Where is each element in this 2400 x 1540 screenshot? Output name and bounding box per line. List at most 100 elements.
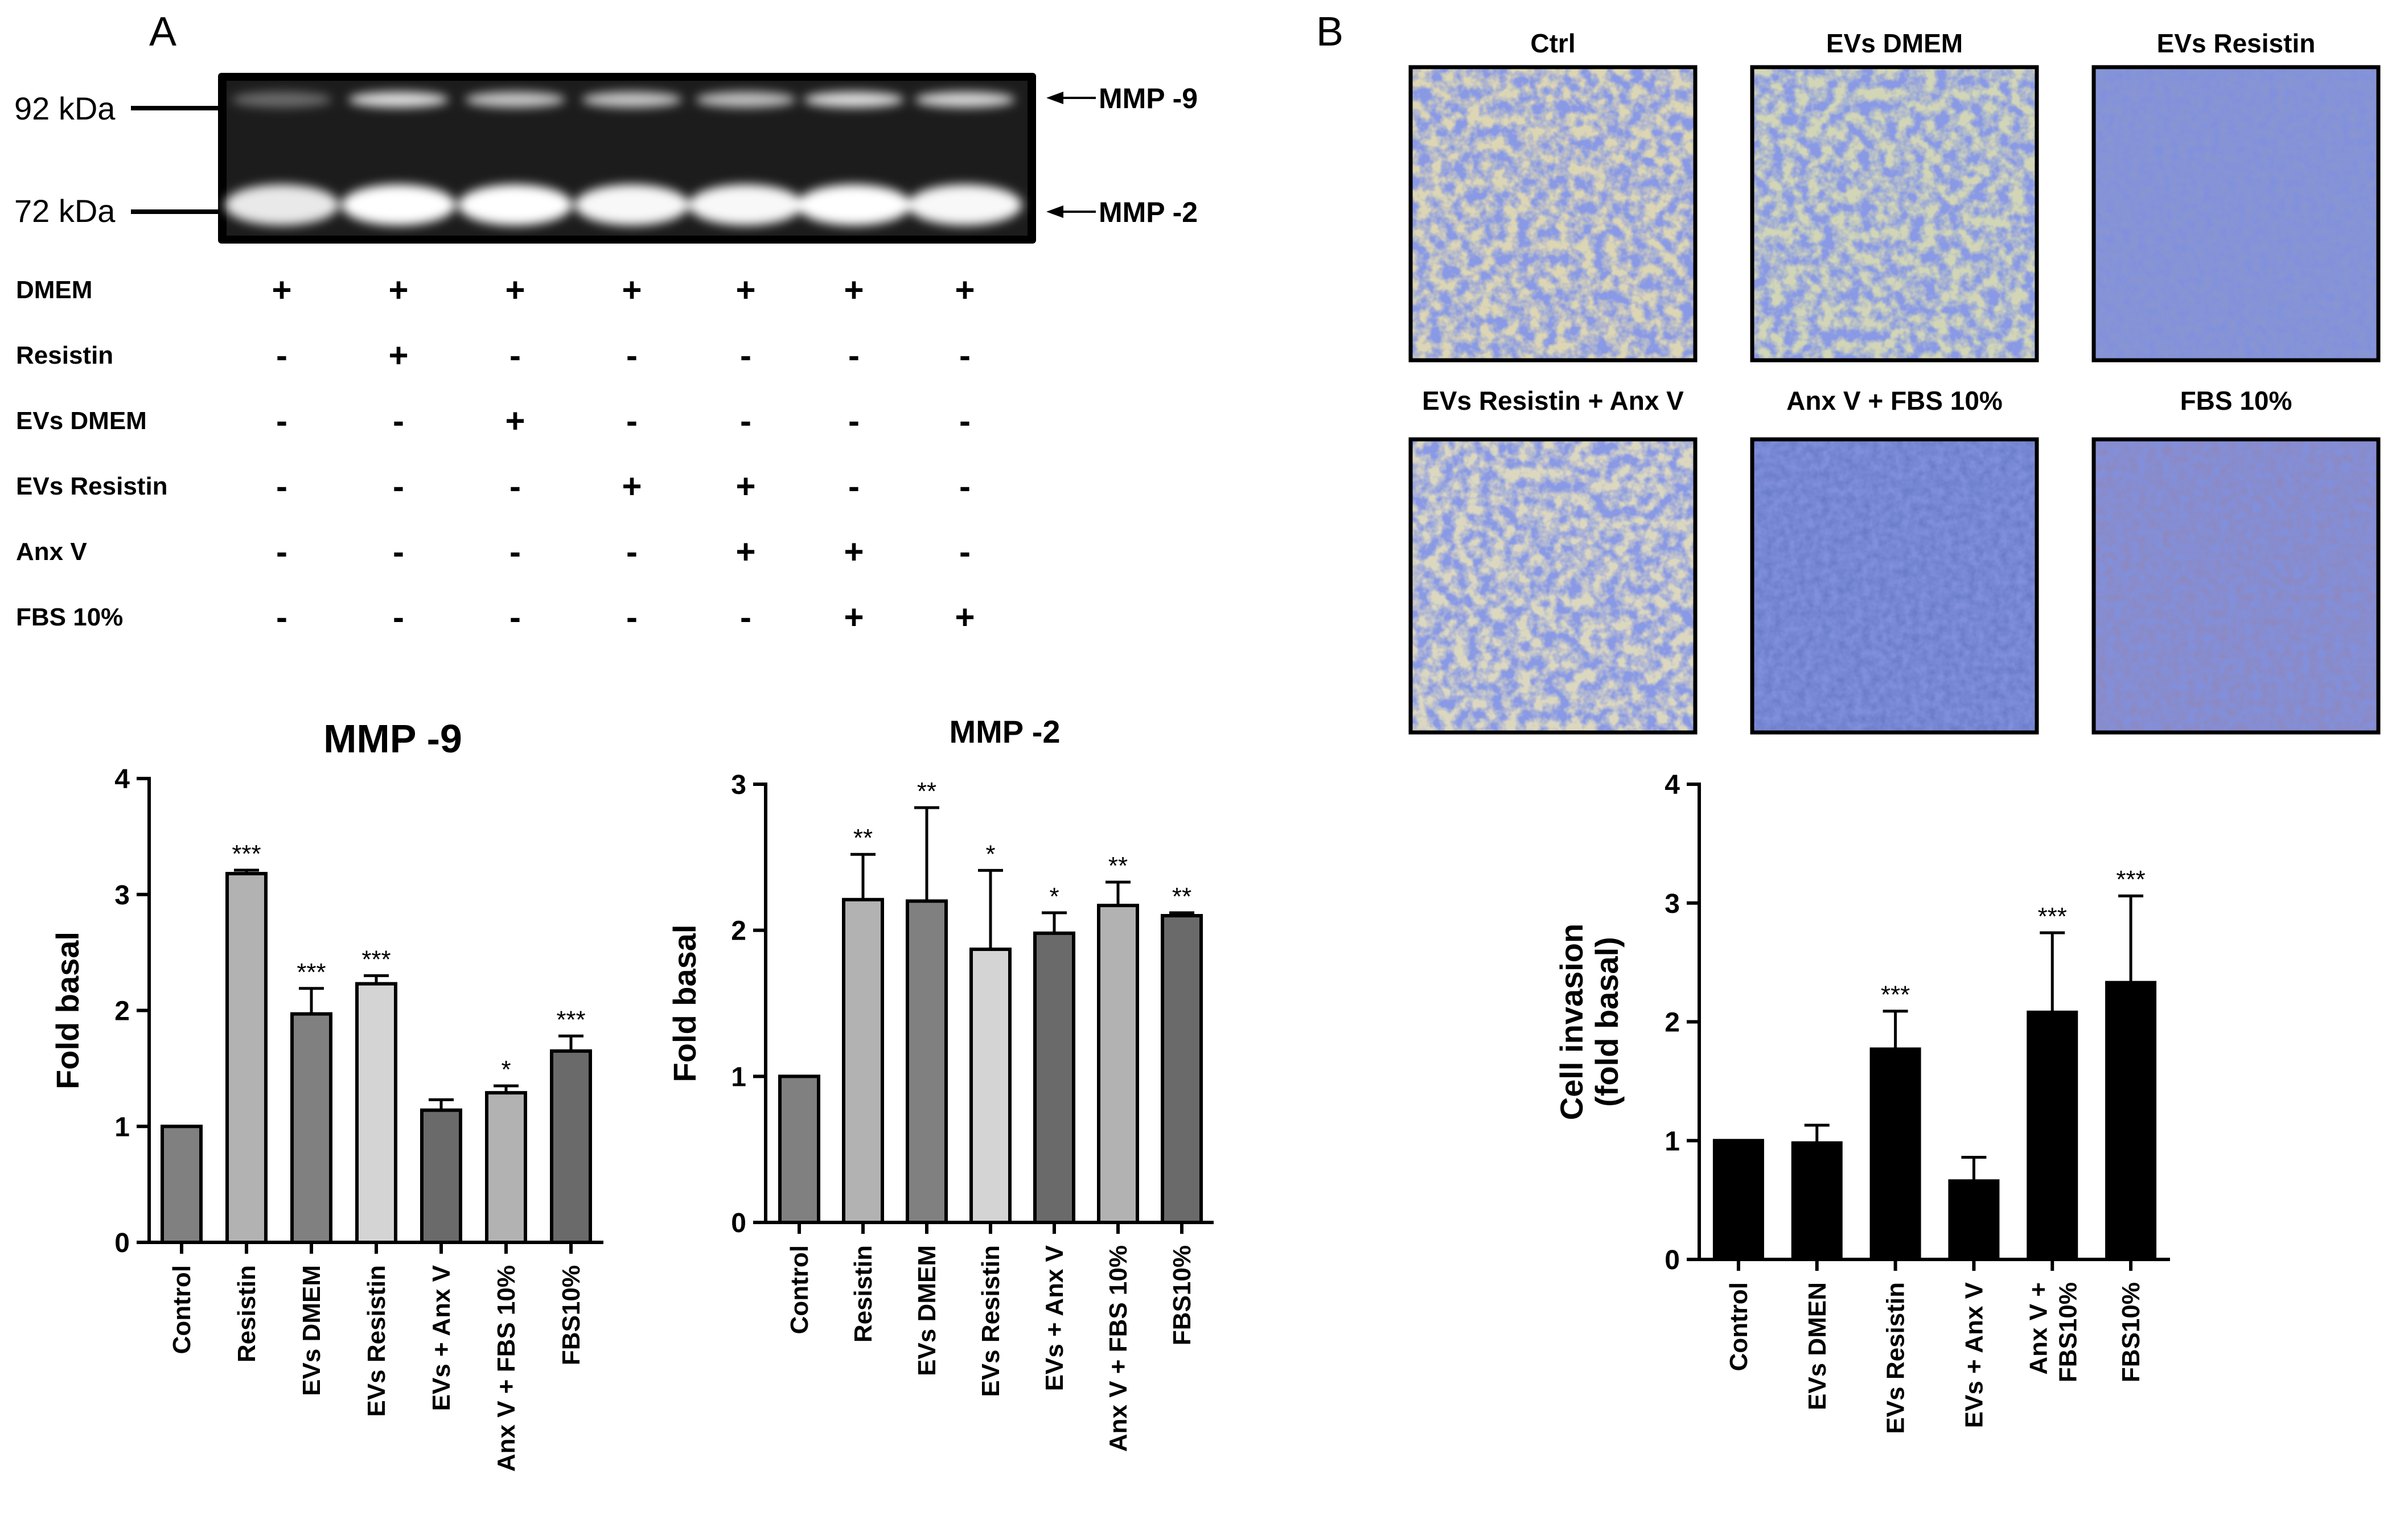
treatment-sign: - (276, 598, 287, 636)
y-tick-label: 0 (731, 1208, 746, 1238)
micrograph-image (1408, 437, 1698, 735)
y-tick-label: 1 (114, 1112, 130, 1142)
y-tick-label: 0 (114, 1228, 130, 1258)
micrograph-stain (1411, 439, 1695, 732)
category-label: EVs DMEM (298, 1265, 326, 1396)
micrograph-grid: Ctrl EVs DMEM EVs Resistin EVs Resistin + A… (1408, 28, 2381, 735)
significance-label: * (1049, 883, 1059, 911)
category-label-line: EVs DMEM (913, 1245, 941, 1376)
treatment-sign: - (959, 533, 971, 571)
bar (778, 1074, 820, 1225)
significance-label: *** (361, 945, 391, 973)
micrograph-image (2091, 437, 2381, 735)
category-label: FBS10% (2117, 1282, 2145, 1382)
y-axis-title-line: Fold basal (667, 925, 702, 1082)
category-label-line: EVs DMEN (1803, 1282, 1831, 1410)
category-label-line: FBS10% (557, 1265, 585, 1365)
gel-band-mmp9 (696, 92, 796, 108)
gel-band-mmp2 (908, 184, 1022, 225)
y-tick-label: 0 (1665, 1245, 1680, 1275)
category-label-line: FBS10% (2054, 1282, 2082, 1382)
gel-band-mmp9 (232, 92, 332, 108)
category-label: FBS10% (557, 1265, 585, 1365)
treatment-sign: - (509, 598, 521, 636)
micrograph-label: EVs Resistin (2157, 28, 2316, 58)
micrograph-image (1750, 65, 2039, 363)
marker-92-label: 92 kDa (14, 90, 116, 126)
bar (161, 1125, 203, 1244)
y-tick-label: 2 (731, 916, 746, 946)
treatment-sign: - (959, 402, 971, 440)
treatment-sign: + (735, 533, 755, 571)
micrograph-label: EVs Resistin + Anx V (1422, 386, 1684, 415)
treatment-sign: - (626, 402, 638, 440)
category-label: Control (168, 1265, 196, 1354)
gel-band-mmp2 (225, 184, 339, 225)
category-label-line: EVs + Anx V (428, 1265, 455, 1411)
treatment-sign: + (505, 402, 525, 440)
significance-label: ** (1108, 852, 1128, 880)
category-label-line: Anx V + FBS 10% (1104, 1245, 1132, 1452)
category-label-line: EVs + Anx V (1960, 1282, 1988, 1428)
treatment-sign: - (276, 467, 287, 505)
y-tick-label: 4 (1665, 770, 1680, 800)
y-tick-label: 3 (731, 770, 746, 800)
micrograph-image (2091, 65, 2381, 363)
gel-band-mmp9 (582, 92, 682, 108)
gel-band-mmp9 (348, 92, 449, 108)
y-tick-label: 1 (731, 1062, 746, 1092)
treatment-sign: - (740, 336, 751, 374)
significance-label: * (501, 1056, 511, 1084)
micrograph-stain (1752, 67, 2037, 360)
treatment-sign: + (272, 271, 291, 309)
treatment-sign: - (740, 402, 751, 440)
y-tick-label: 3 (1665, 889, 1680, 919)
significance-label: *** (2038, 903, 2067, 930)
bar (550, 1049, 592, 1244)
category-label: EVs + Anx V (1960, 1282, 1988, 1428)
mmp2-arrow-head (1046, 205, 1063, 218)
treatment-sign: + (844, 271, 864, 309)
bar (1161, 914, 1203, 1224)
bar (485, 1091, 527, 1244)
gel-band-mmp2 (458, 184, 572, 225)
treatment-sign: - (276, 336, 287, 374)
y-axis-title-line: (fold basal) (1589, 937, 1625, 1107)
micrograph-stain (1411, 67, 1695, 360)
treatment-sign: + (622, 271, 642, 309)
micrograph-label: Anx V + FBS 10% (1786, 386, 2003, 415)
y-axis-title-line: Cell invasion (1554, 924, 1589, 1120)
treatment-sign: - (509, 467, 521, 505)
treatment-sign: + (622, 467, 642, 505)
treatment-sign: - (848, 467, 860, 505)
bar (225, 872, 268, 1244)
treatment-sign: + (735, 467, 755, 505)
micrograph-image (1750, 437, 2039, 735)
chart-invasion: Cell invasion(fold basal) 0 1 2 3 4 Control EVs… (1554, 770, 2170, 1434)
bar (1948, 1179, 2000, 1262)
bar (906, 899, 948, 1225)
micrograph-frame (1750, 65, 2039, 363)
category-label-line: Anx V + FBS 10% (492, 1265, 520, 1472)
gel-band-mmp2 (342, 184, 455, 225)
treatment-row-label: EVs DMEM (16, 407, 147, 435)
category-label-line: Control (786, 1245, 813, 1334)
micrograph-label: FBS 10% (2180, 386, 2292, 415)
gel-band-mmp2 (797, 184, 911, 225)
treatment-sign: - (393, 467, 404, 505)
chart-title: MMP -2 (950, 714, 1061, 750)
significance-label: ** (853, 824, 873, 852)
category-label-line: EVs Resistin (363, 1265, 391, 1417)
category-label: EVs + Anx V (1041, 1245, 1069, 1391)
treatment-sign: - (848, 402, 860, 440)
treatment-sign: - (626, 598, 638, 636)
y-axis-title: Fold basal (50, 932, 85, 1089)
treatment-sign: + (844, 533, 864, 571)
category-label: Anx V + FBS 10% (1104, 1245, 1132, 1452)
micrograph-stain (2094, 67, 2378, 360)
mmp9-band-label: MMP -9 (1099, 83, 1198, 114)
micrograph-stain (2094, 439, 2378, 732)
y-tick-label: 3 (114, 880, 130, 911)
bar (2105, 981, 2157, 1262)
category-label: EVs Resistin (363, 1265, 391, 1417)
